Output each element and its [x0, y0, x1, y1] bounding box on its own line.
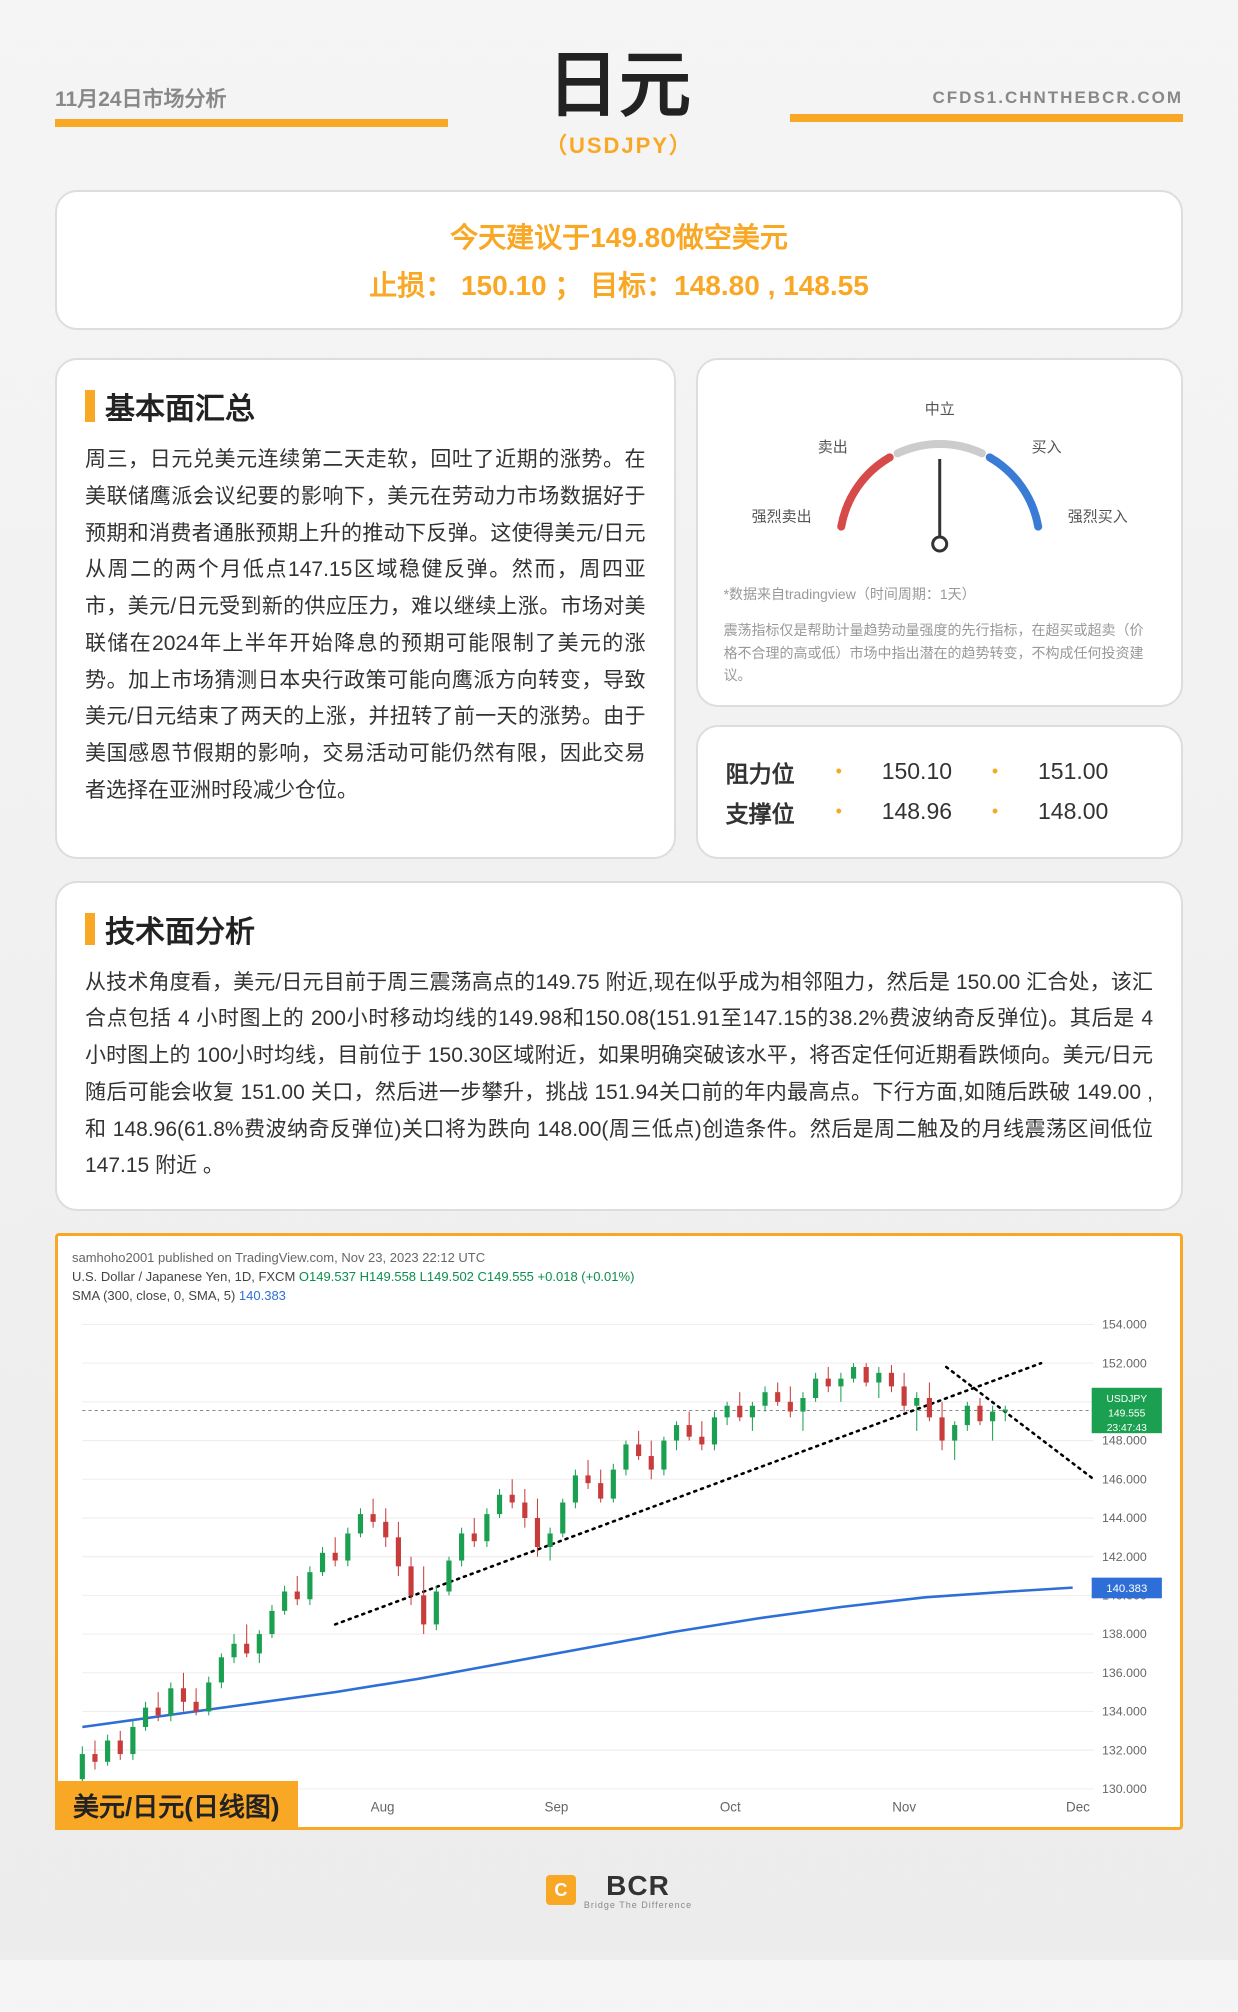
fundamental-title: 基本面汇总 — [85, 384, 646, 428]
accent-bar-right — [790, 114, 1183, 122]
chart-ohlc: U.S. Dollar / Japanese Yen, 1D, FXCM O14… — [72, 1269, 1166, 1284]
svg-text:Sep: Sep — [545, 1800, 569, 1815]
support-label: 支撑位 — [726, 795, 826, 829]
chart-frame: samhoho2001 published on TradingView.com… — [55, 1233, 1183, 1830]
svg-text:136.000: 136.000 — [1102, 1666, 1147, 1680]
page-title: 日元 — [545, 50, 693, 122]
footer: C BCR Bridge The Difference — [55, 1860, 1183, 1930]
svg-text:Dec: Dec — [1066, 1800, 1090, 1815]
dot-icon: • — [836, 761, 842, 782]
svg-text:卖出: 卖出 — [817, 439, 847, 456]
svg-text:138.000: 138.000 — [1102, 1627, 1147, 1641]
logo-icon: C — [546, 1875, 576, 1905]
svg-text:130.000: 130.000 — [1102, 1782, 1147, 1796]
support-v2: 148.00 — [1008, 798, 1138, 825]
technical-title: 技术面分析 — [85, 907, 1153, 951]
accent-bar-left — [55, 119, 448, 127]
recommendation-card: 今天建议于149.80做空美元 止损： 150.10 ； 目标：148.80 ,… — [55, 190, 1183, 330]
svg-text:USDJPY: USDJPY — [1106, 1394, 1147, 1405]
svg-text:强烈买入: 强烈买入 — [1067, 508, 1127, 525]
sentiment-gauge: 强烈卖出 卖出 中立买入强烈买入 — [724, 384, 1155, 564]
fundamental-body: 周三，日元兑美元连续第二天走软，回吐了近期的涨势。在美联储鹰派会议纪要的影响下，… — [85, 442, 646, 810]
svg-text:144.000: 144.000 — [1102, 1511, 1147, 1525]
svg-text:中立: 中立 — [924, 401, 954, 418]
svg-text:140.383: 140.383 — [1106, 1583, 1147, 1595]
resistance-v2: 151.00 — [1008, 758, 1138, 785]
svg-text:Aug: Aug — [371, 1800, 395, 1815]
support-v1: 148.96 — [852, 798, 982, 825]
page-subtitle: （USDJPY） — [545, 128, 693, 160]
gauge-note-2: 震荡指标仅是帮助计量趋势动量强度的先行指标，在超买或超卖（价格不合理的高或低）市… — [724, 619, 1155, 686]
brand-logo: C BCR Bridge The Difference — [546, 1870, 692, 1910]
dot-icon: • — [992, 801, 998, 822]
svg-text:23:47:43: 23:47:43 — [1107, 1423, 1147, 1434]
svg-text:Nov: Nov — [892, 1800, 916, 1815]
svg-text:149.555: 149.555 — [1108, 1409, 1146, 1420]
support-row: 支撑位 • 148.96 • 148.00 — [726, 795, 1153, 829]
recommendation-line1: 今天建议于149.80做空美元 — [85, 216, 1153, 256]
svg-text:Oct: Oct — [720, 1800, 741, 1815]
levels-card: 阻力位 • 150.10 • 151.00 支撑位 • 148.96 • 148… — [696, 725, 1183, 859]
brand-tagline: Bridge The Difference — [584, 1900, 692, 1910]
svg-text:148.000: 148.000 — [1102, 1434, 1147, 1448]
resistance-row: 阻力位 • 150.10 • 151.00 — [726, 755, 1153, 789]
technical-card: 技术面分析 从技术角度看，美元/日元目前于周三震荡高点的149.75 附近,现在… — [55, 881, 1183, 1212]
svg-text:142.000: 142.000 — [1102, 1550, 1147, 1564]
chart-title-label: 美元/日元(日线图) — [55, 1781, 298, 1830]
gauge-note-1: *数据来自tradingview（时间周期：1天） — [724, 583, 1155, 605]
accent-bar-icon — [85, 390, 95, 422]
accent-bar-icon — [85, 913, 95, 945]
svg-text:146.000: 146.000 — [1102, 1472, 1147, 1486]
svg-text:强烈卖出: 强烈卖出 — [751, 508, 811, 525]
gauge-card: 强烈卖出 卖出 中立买入强烈买入 *数据来自tradingview（时间周期：1天）… — [696, 358, 1183, 707]
svg-text:154.000: 154.000 — [1102, 1318, 1147, 1332]
svg-text:152.000: 152.000 — [1102, 1356, 1147, 1370]
svg-text:买入: 买入 — [1031, 439, 1061, 456]
candlestick-chart: 130.000132.000134.000136.000138.000140.0… — [72, 1307, 1166, 1827]
svg-text:134.000: 134.000 — [1102, 1705, 1147, 1719]
recommendation-line2: 止损： 150.10 ； 目标：148.80 , 148.55 — [85, 264, 1153, 304]
fundamental-card: 基本面汇总 周三，日元兑美元连续第二天走软，回吐了近期的涨势。在美联储鹰派会议纪… — [55, 358, 676, 859]
site-url: CFDS1.CHNTHEBCR.COM — [933, 88, 1184, 108]
chart-sma-label: SMA (300, close, 0, SMA, 5) 140.383 — [72, 1288, 1166, 1303]
technical-body: 从技术角度看，美元/日元目前于周三震荡高点的149.75 附近,现在似乎成为相邻… — [85, 965, 1153, 1186]
brand-name: BCR — [584, 1870, 692, 1902]
chart-meta: samhoho2001 published on TradingView.com… — [72, 1250, 1166, 1265]
resistance-v1: 150.10 — [852, 758, 982, 785]
header: 11月24日市场分析 日元 （USDJPY） CFDS1.CHNTHEBCR.C… — [55, 50, 1183, 160]
svg-text:132.000: 132.000 — [1102, 1743, 1147, 1757]
dot-icon: • — [992, 761, 998, 782]
resistance-label: 阻力位 — [726, 755, 826, 789]
market-date: 11月24日市场分析 — [55, 83, 517, 113]
dot-icon: • — [836, 801, 842, 822]
